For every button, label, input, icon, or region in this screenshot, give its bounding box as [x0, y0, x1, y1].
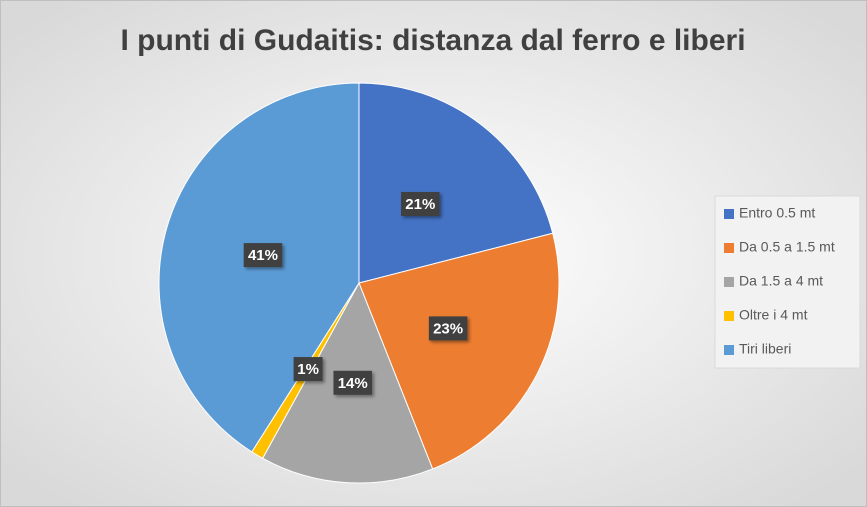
legend-swatch: [724, 311, 734, 321]
data-label-box: [243, 243, 283, 268]
pie-slice: [358, 82, 554, 284]
data-label: 41%: [243, 243, 283, 268]
legend-swatch: [724, 243, 734, 253]
data-label: 23%: [428, 316, 468, 341]
data-label: 14%: [333, 370, 372, 395]
data-label-box: [333, 370, 372, 395]
data-label: 21%: [401, 191, 440, 216]
legend-swatch: [724, 345, 734, 355]
data-label-box: [293, 357, 323, 382]
data-label-text: 23%: [433, 320, 463, 337]
legend-label: Oltre i 4 mt: [739, 307, 808, 323]
legend-label: Da 0.5 a 1.5 mt: [739, 239, 835, 255]
legend-swatch: [724, 209, 734, 219]
chart-title: I punti di Gudaitis: distanza dal ferro …: [120, 24, 745, 57]
legend-label: Da 1.5 a 4 mt: [739, 273, 823, 289]
data-label-text: 41%: [248, 247, 278, 264]
data-label-text: 21%: [405, 196, 435, 213]
legend-label: Tiri liberi: [739, 341, 791, 357]
legend: [714, 195, 861, 369]
data-label-box: [401, 191, 440, 216]
data-label-text: 1%: [297, 361, 319, 378]
legend-label: Entro 0.5 mt: [739, 205, 815, 221]
data-label: 1%: [293, 357, 323, 382]
pie-slice: [358, 232, 560, 470]
data-label-box: [428, 316, 468, 341]
data-label-text: 14%: [338, 375, 368, 392]
legend-swatch: [724, 277, 734, 287]
